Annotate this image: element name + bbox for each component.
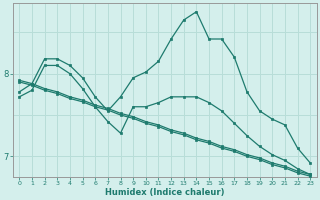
X-axis label: Humidex (Indice chaleur): Humidex (Indice chaleur) <box>105 188 225 197</box>
